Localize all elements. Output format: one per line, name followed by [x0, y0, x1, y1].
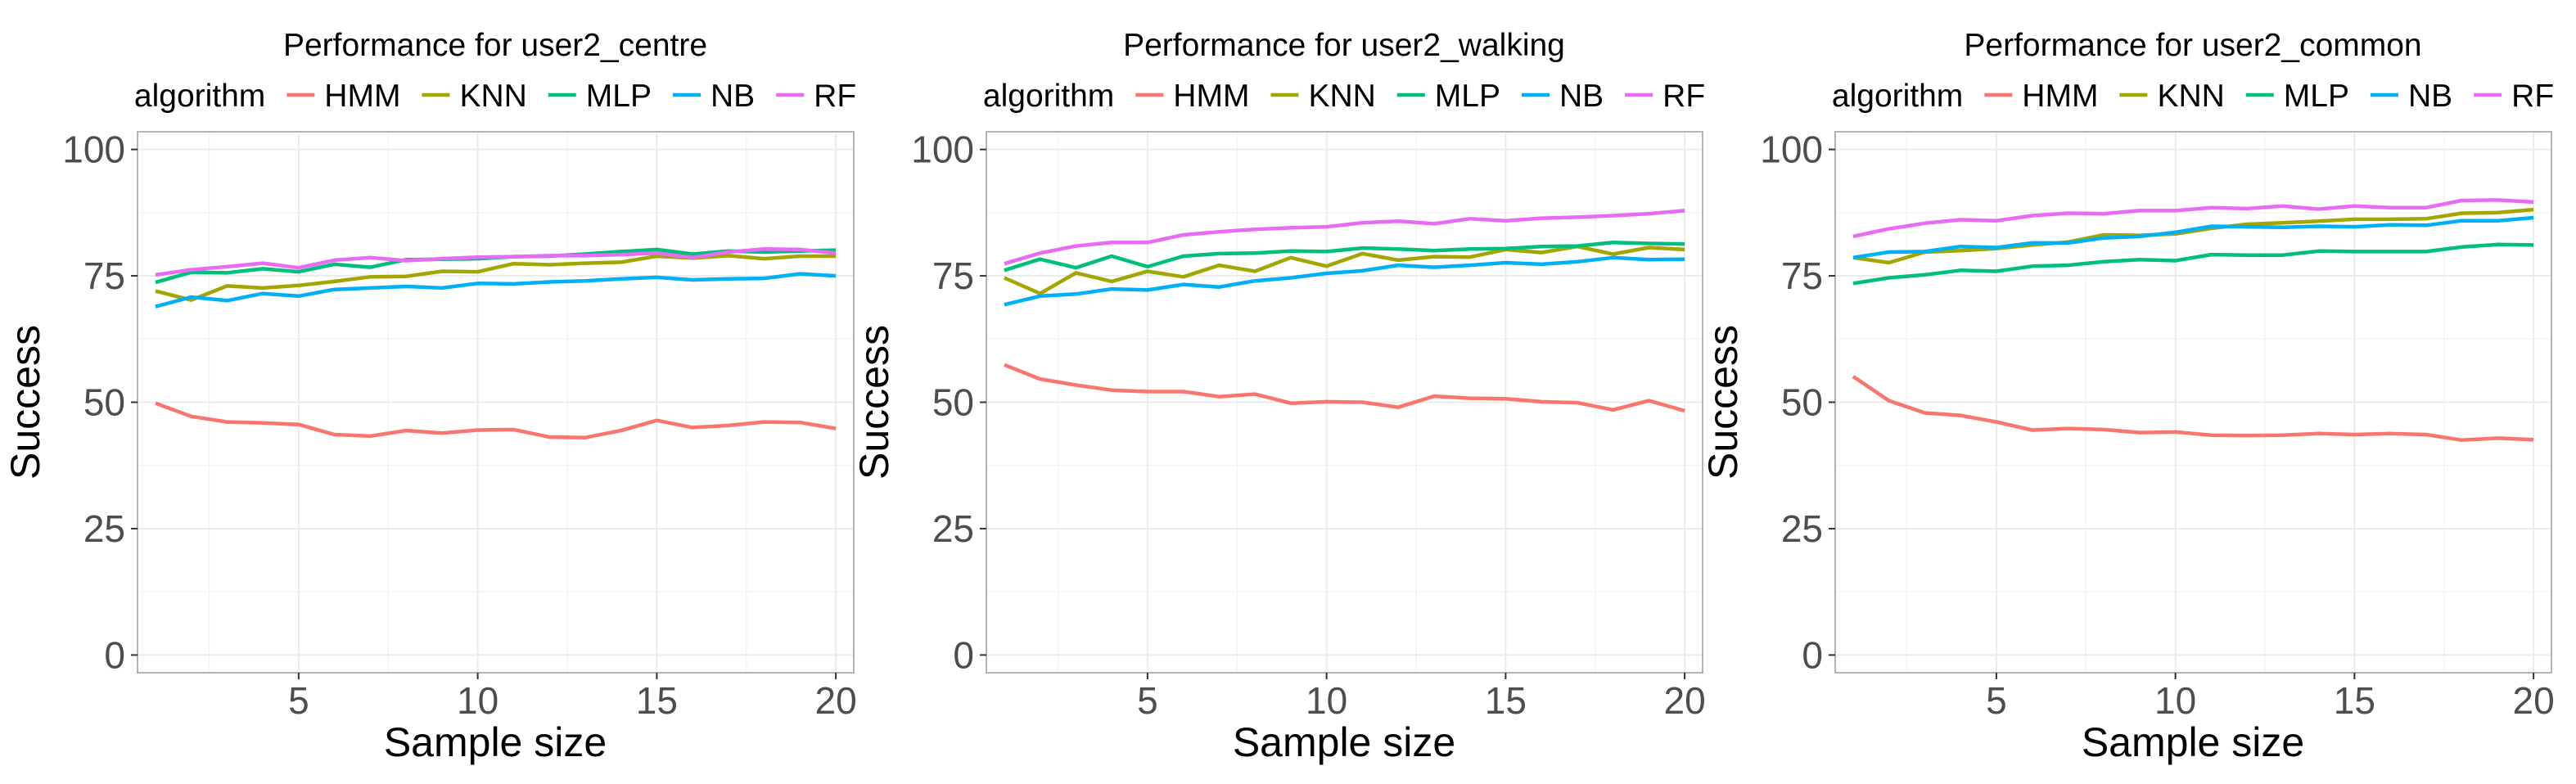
- legend-label: HMM: [324, 79, 400, 114]
- legend: algorithm HMM KNN MLP NB RF: [983, 79, 1705, 114]
- y-tick-label: 75: [83, 255, 125, 297]
- legend-title: algorithm: [1832, 79, 1963, 114]
- series-line-mlp: [1852, 242, 2534, 286]
- y-tick-label: 100: [62, 128, 125, 171]
- x-tick-label: 15: [1485, 679, 1527, 722]
- legend-item-rf: RF: [1625, 79, 1705, 114]
- y-axis-title: Success: [851, 325, 897, 480]
- y-tick-label: 50: [1781, 381, 1823, 424]
- x-tick-label: 20: [815, 679, 857, 722]
- legend-label: KNN: [2157, 79, 2224, 114]
- y-tick-label: 75: [932, 255, 974, 297]
- x-tick-label: 20: [2513, 679, 2555, 722]
- series-line-nb: [1004, 255, 1685, 307]
- y-tick-label: 25: [1781, 507, 1823, 550]
- legend-label: HMM: [2022, 79, 2098, 114]
- legend-label: HMM: [1173, 79, 1249, 114]
- legend-item-nb: NB: [672, 79, 755, 114]
- legend-item-mlp: MLP: [548, 79, 652, 114]
- y-tick-label: 25: [83, 507, 125, 550]
- series-line-rf: [155, 247, 837, 277]
- legend: algorithm HMM KNN MLP NB RF: [134, 79, 856, 114]
- legend-item-rf: RF: [2474, 79, 2554, 114]
- legend-item-rf: RF: [776, 79, 856, 114]
- legend-item-nb: NB: [2370, 79, 2452, 114]
- legend-label: RF: [2511, 79, 2554, 114]
- chart-panel-2: 0 25 50 75 100 5 10 15 20 Sample size Success Perfo…: [851, 28, 1706, 765]
- series-line-rf: [1852, 198, 2534, 239]
- legend-label: NB: [711, 79, 755, 114]
- legend-title: algorithm: [134, 79, 265, 114]
- x-tick-label: 15: [636, 679, 678, 722]
- x-axis-title: Sample size: [1233, 719, 1455, 765]
- x-tick-label: 5: [288, 679, 309, 722]
- legend-label: NB: [2408, 79, 2452, 114]
- y-tick-label: 100: [911, 128, 974, 171]
- x-tick-label: 5: [1137, 679, 1158, 722]
- legend-label: MLP: [1435, 79, 1500, 114]
- series-line-nb: [155, 272, 837, 309]
- y-tick-label: 0: [953, 633, 974, 676]
- x-axis-title: Sample size: [2082, 719, 2304, 765]
- y-tick-label: 75: [1781, 255, 1823, 297]
- y-tick-label: 0: [1802, 633, 1823, 676]
- chart-panel-1: 0 25 50 75 100 5 10 15 20 Sample size Success Perfo…: [2, 28, 857, 765]
- legend-item-knn: KNN: [2119, 79, 2225, 114]
- y-tick-label: 100: [1760, 128, 1823, 171]
- legend-item-hmm: HMM: [1984, 79, 2098, 114]
- series-line-nb: [1852, 215, 2534, 260]
- series-line-mlp: [1004, 241, 1685, 273]
- series-line-hmm: [155, 401, 837, 439]
- y-tick-label: 0: [104, 633, 125, 676]
- legend: algorithm HMM KNN MLP NB RF: [1832, 79, 2554, 114]
- legend-item-knn: KNN: [422, 79, 527, 114]
- legend-label: KNN: [459, 79, 526, 114]
- legend-title: algorithm: [983, 79, 1114, 114]
- legend-item-knn: KNN: [1270, 79, 1376, 114]
- legend-item-hmm: HMM: [286, 79, 400, 114]
- y-tick-label: 50: [83, 381, 125, 424]
- legend-label: KNN: [1308, 79, 1375, 114]
- plot-title: Performance for user2_centre: [283, 28, 707, 63]
- legend-label: MLP: [2284, 79, 2349, 114]
- series-line-rf: [1004, 209, 1685, 266]
- legend-item-mlp: MLP: [1396, 79, 1500, 114]
- legend-label: MLP: [586, 79, 652, 114]
- plot-title: Performance for user2_walking: [1123, 28, 1565, 63]
- x-tick-label: 20: [1664, 679, 1706, 722]
- x-tick-label: 10: [1306, 679, 1347, 722]
- plot-title: Performance for user2_common: [1964, 28, 2421, 63]
- legend-item-mlp: MLP: [2245, 79, 2349, 114]
- x-tick-label: 5: [1986, 679, 2007, 722]
- legend-item-nb: NB: [1521, 79, 1604, 114]
- legend-item-hmm: HMM: [1135, 79, 1249, 114]
- legend-label: RF: [1662, 79, 1705, 114]
- x-axis-title: Sample size: [384, 719, 607, 765]
- x-tick-label: 10: [2154, 679, 2196, 722]
- x-tick-label: 10: [457, 679, 499, 722]
- y-axis-title: Success: [2, 325, 48, 480]
- series-line-knn: [155, 254, 837, 302]
- chart-panel-3: 0 25 50 75 100 5 10 15 20 Sample size Success Perfo…: [1700, 28, 2555, 765]
- y-axis-title: Success: [1700, 325, 1746, 480]
- legend-label: NB: [1559, 79, 1604, 114]
- x-tick-label: 15: [2334, 679, 2375, 722]
- series-line-hmm: [1852, 375, 2534, 443]
- y-tick-label: 50: [932, 381, 974, 424]
- y-tick-label: 25: [932, 507, 974, 550]
- legend-label: RF: [814, 79, 856, 114]
- series-line-hmm: [1004, 363, 1685, 413]
